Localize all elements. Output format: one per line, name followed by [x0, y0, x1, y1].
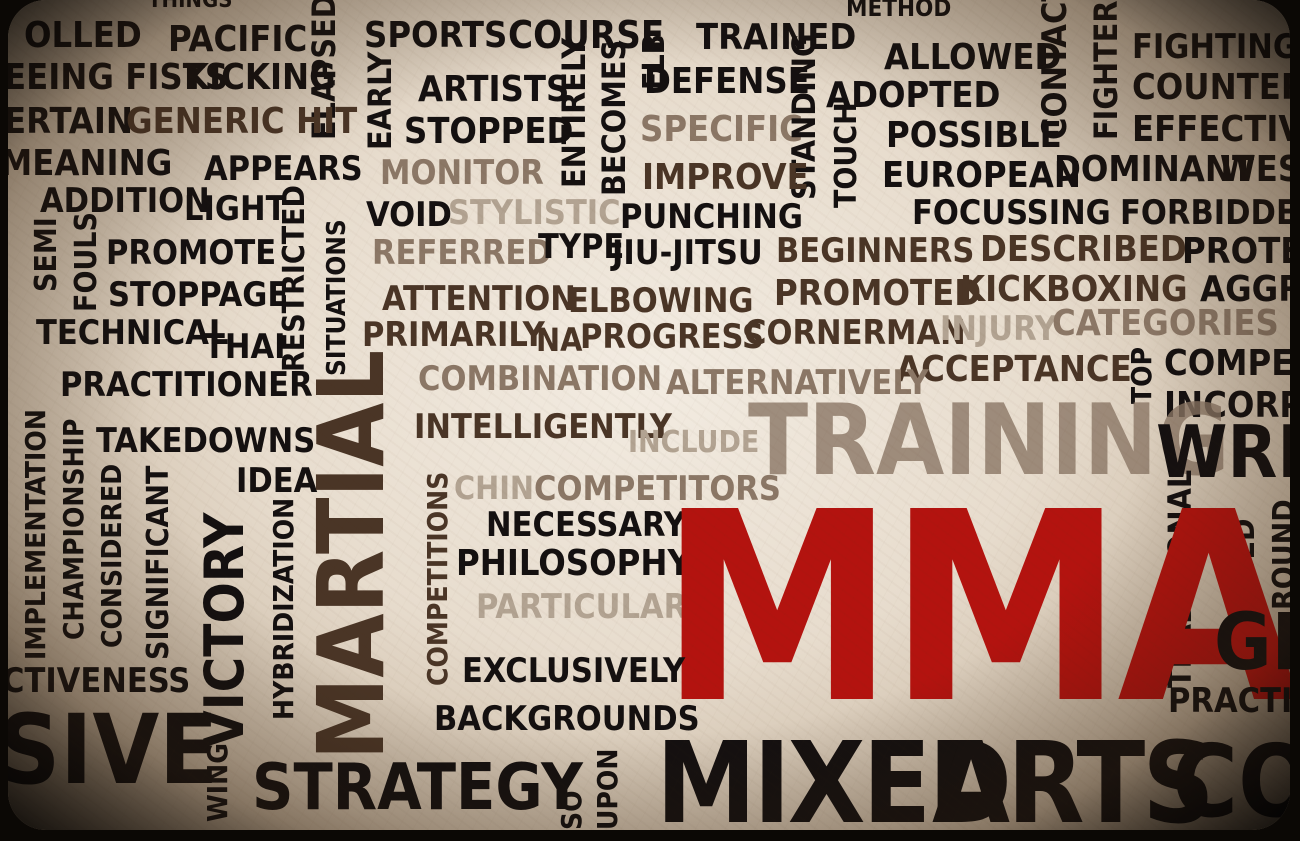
word: LIGHT — [184, 189, 287, 229]
word: EXCLUSIVELY — [462, 651, 686, 691]
word: PRACTITIONER — [60, 365, 313, 405]
word: EFFECTIVE — [1132, 109, 1290, 150]
word: CTIVENESS — [8, 661, 191, 701]
word: POSSIBLE — [886, 115, 1062, 156]
word: CATEGORIES — [1052, 303, 1279, 344]
word: GR — [1214, 598, 1290, 688]
word: CHIN — [454, 469, 535, 507]
word: CHAMPIONSHIP — [57, 418, 90, 641]
word: GENERIC HIT — [126, 101, 358, 142]
word: ERTAIN — [8, 101, 133, 142]
word: NA — [536, 321, 583, 359]
word: TOUCH — [829, 102, 864, 208]
word: REFERRED — [372, 233, 552, 273]
word: SPORTS — [364, 15, 508, 56]
word: ELBOWING — [568, 281, 754, 321]
word: FOCUSSING — [912, 193, 1111, 233]
word: CO — [1172, 723, 1290, 831]
word: FIGHTERS — [1087, 0, 1125, 140]
word: FORBIDDEN — [1120, 193, 1290, 233]
word: CORNERMAN — [744, 313, 966, 353]
word: STRATEGY — [252, 751, 583, 825]
word: ENTIRELY — [555, 37, 593, 188]
word: FOULS — [69, 212, 104, 312]
word: HYBRIDIZATION — [267, 497, 300, 720]
word: ARTS — [932, 719, 1215, 830]
word: NECESSARY — [486, 505, 686, 545]
word: PROTEC — [1182, 231, 1290, 272]
word: INJURY — [940, 309, 1058, 349]
word: BECOMES — [595, 39, 633, 196]
word: BEGINNERS — [776, 231, 975, 271]
word: PROMOTE — [106, 233, 277, 273]
word: COUNTER — [1132, 67, 1290, 108]
word: TAKEDOWNS — [96, 421, 316, 461]
word: TRAINED — [696, 17, 857, 58]
word: VOID — [366, 195, 452, 235]
word: PUNCHING — [620, 197, 803, 237]
word: UPON — [591, 748, 624, 830]
word: SIVE — [8, 694, 219, 806]
word: MARTIAL — [298, 349, 405, 760]
word: STYLISTIC — [448, 193, 621, 233]
word: APPEARS — [204, 149, 363, 189]
word: PROMOTED — [774, 273, 982, 314]
word: PHILOSOPHY — [456, 543, 691, 584]
word: WING — [201, 743, 234, 822]
word: ARTISTS — [418, 69, 570, 110]
word: JIU-JITSU — [612, 233, 763, 273]
word: SPECIFIC — [640, 109, 803, 150]
word: COMPETITIONS — [421, 471, 454, 686]
word: CONSIDERED — [95, 463, 128, 648]
word: OLLED — [24, 15, 142, 56]
word: PARTICULAR — [476, 587, 688, 627]
word: SIGNIFICANT — [141, 465, 176, 660]
word: INCLUDE — [628, 425, 760, 460]
word: THAI — [204, 327, 286, 367]
word: ACCEPTANCE — [896, 349, 1132, 390]
grunge-paper-background: THINGS METHOD OLLED PACIFIC SPORTS COURS… — [8, 0, 1290, 830]
word: STOPPED — [404, 111, 574, 152]
word: PRACTIT — [1168, 681, 1290, 721]
word: PROGRESS — [580, 317, 765, 357]
word: IMPLEMENTATION — [19, 409, 52, 660]
word: COMPET — [1164, 343, 1290, 384]
word: EARLY — [361, 51, 399, 150]
word: METHOD — [846, 0, 952, 22]
word: PACIFIC — [168, 19, 308, 60]
word: IMPROVE — [642, 157, 809, 198]
word: SEMI — [29, 217, 64, 292]
word: THINGS — [148, 0, 233, 13]
word: SO — [555, 790, 588, 830]
word: EUROPEAN — [882, 155, 1081, 196]
word: MEANING — [8, 143, 173, 184]
word: COMBINATION — [418, 359, 663, 399]
word: PRIMARILY — [362, 315, 545, 355]
word: FIGHTING — [1132, 27, 1290, 67]
word: ATTENTION — [382, 279, 576, 319]
word: DESCRIBED — [980, 229, 1187, 270]
word: WEST — [1220, 149, 1290, 190]
word: TECHNICAL — [36, 313, 229, 353]
word: MONITOR — [380, 153, 544, 193]
word: STOPPAGE — [108, 275, 289, 315]
